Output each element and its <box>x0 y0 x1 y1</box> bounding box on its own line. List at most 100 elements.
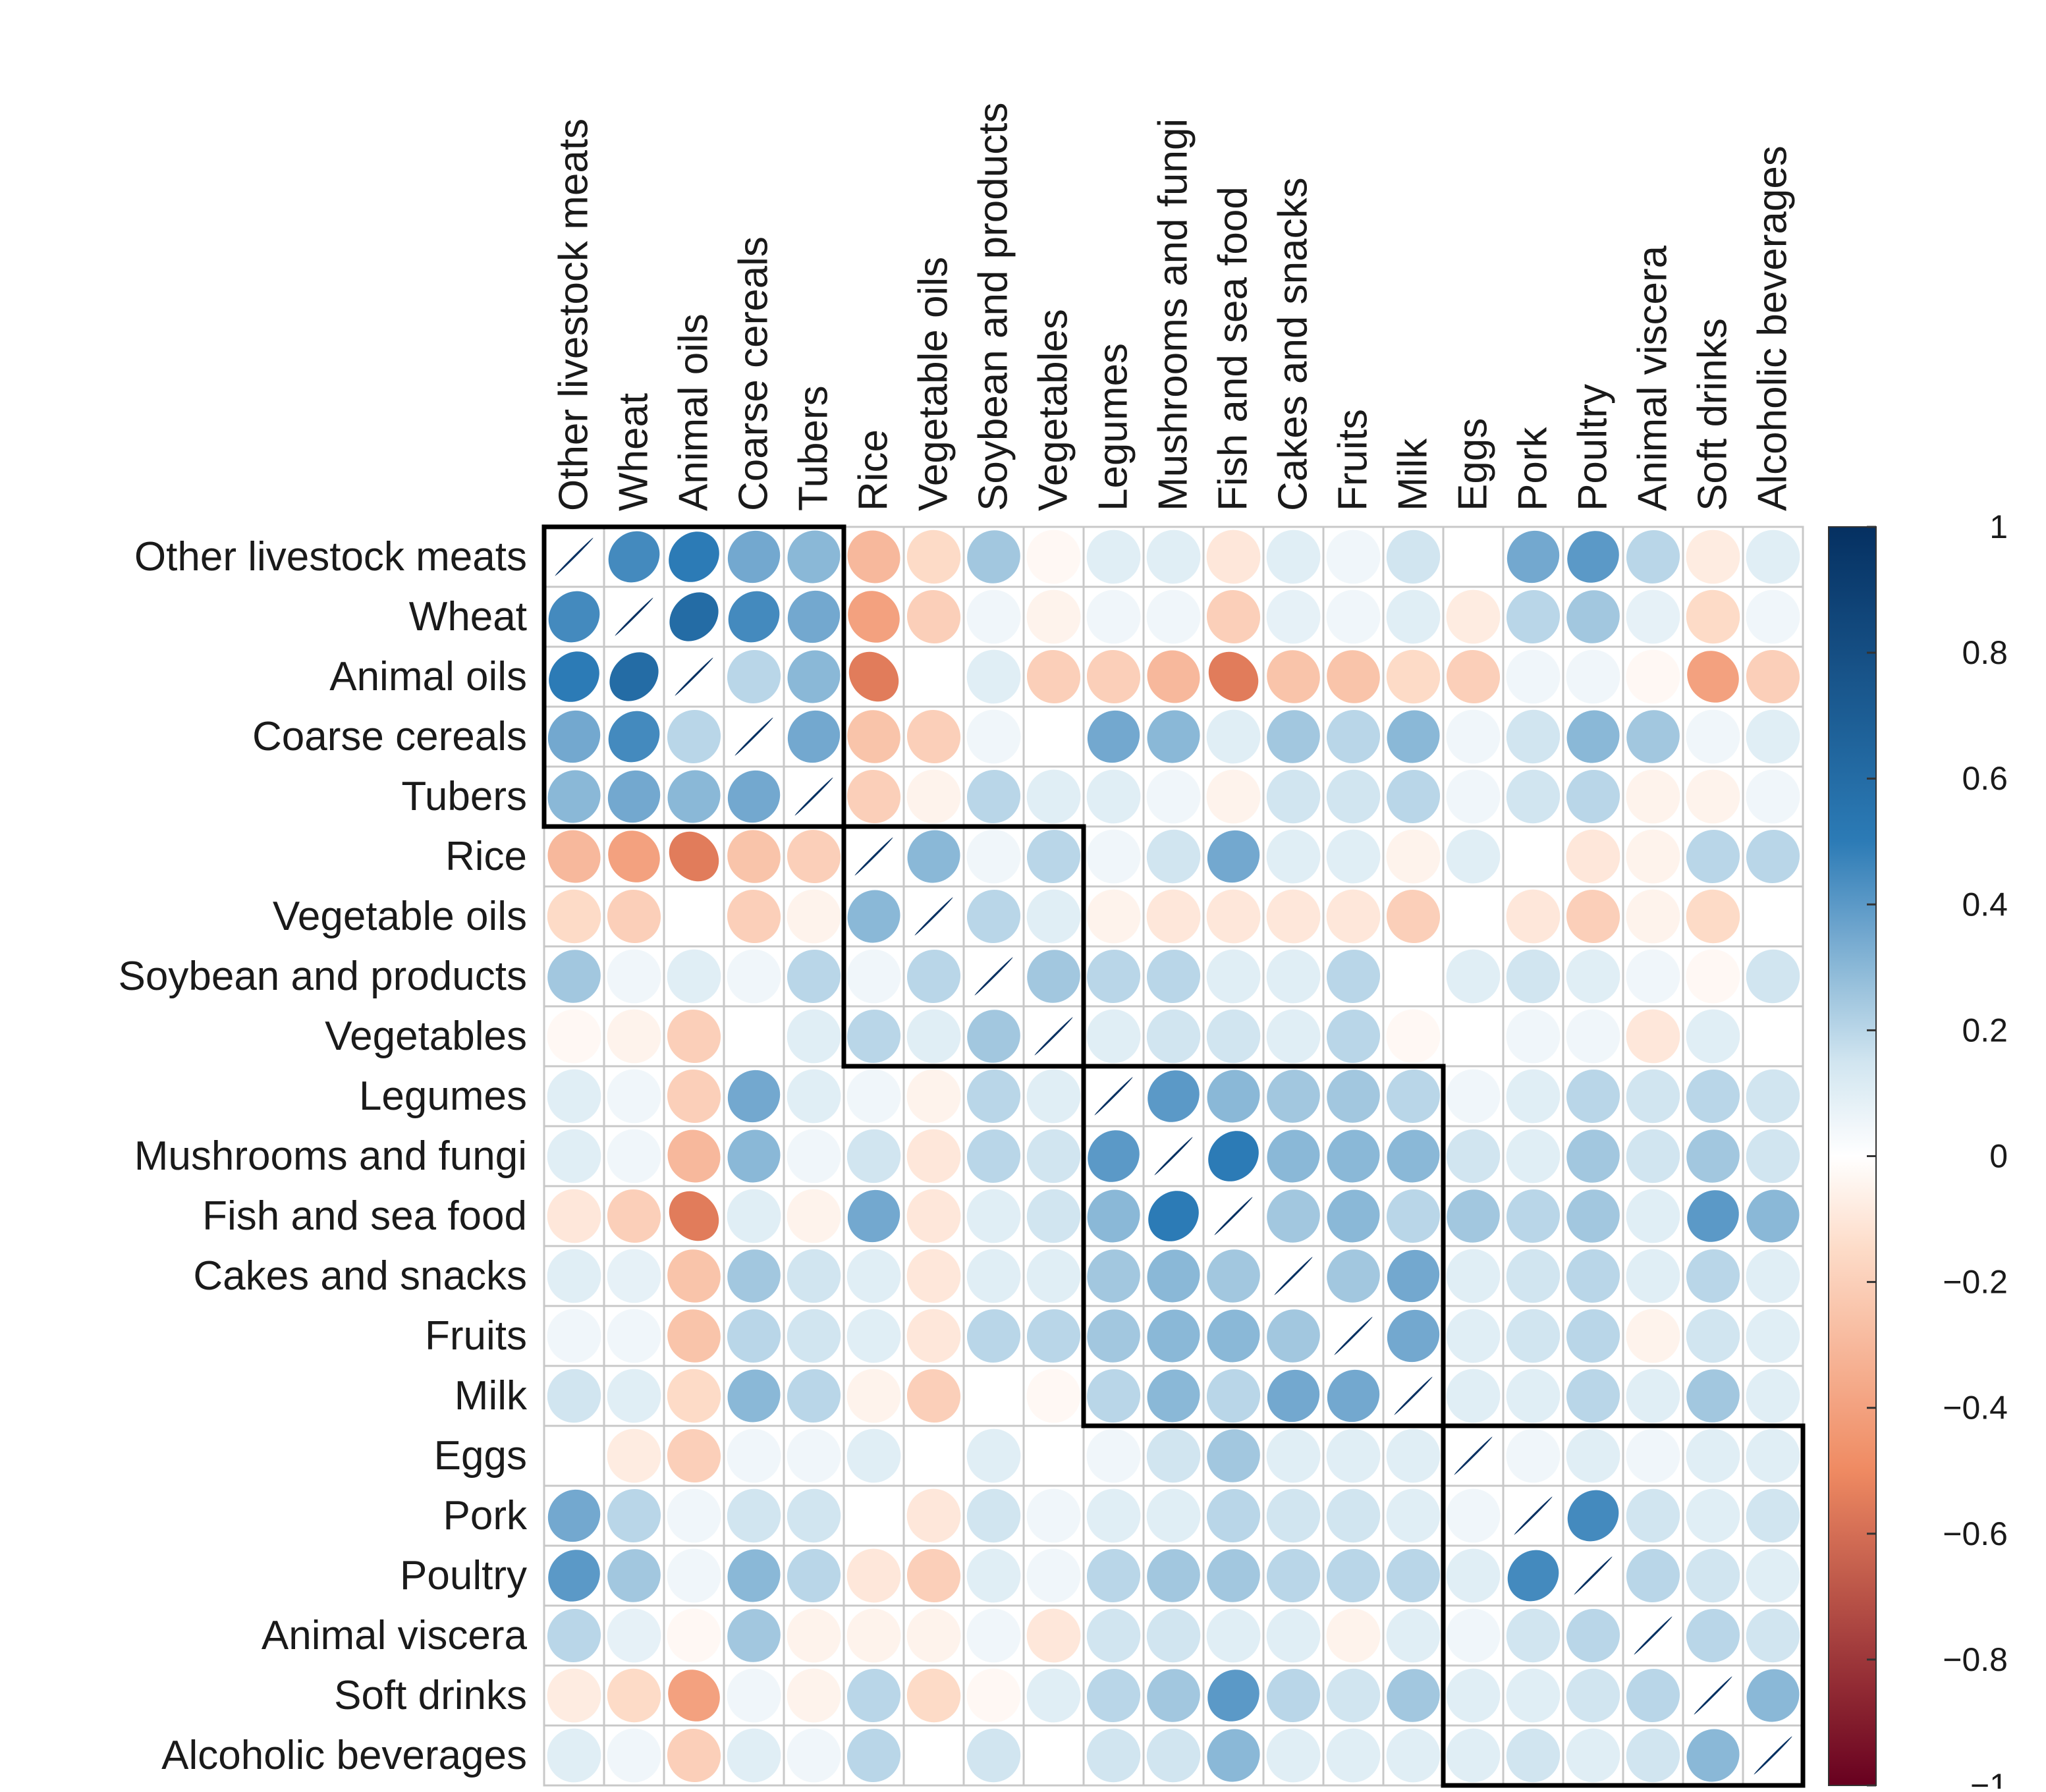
correlation-ellipse <box>1386 1428 1441 1483</box>
correlation-ellipse <box>1386 829 1441 884</box>
correlation-ellipse <box>1146 949 1201 1004</box>
correlation-ellipse <box>1506 1428 1561 1483</box>
correlation-ellipse <box>728 591 780 643</box>
correlation-ellipse <box>1746 889 1800 944</box>
correlation-ellipse <box>1446 1728 1501 1783</box>
correlation-ellipse <box>1206 889 1261 944</box>
correlation-ellipse <box>906 1249 961 1303</box>
correlation-ellipse <box>1266 829 1321 884</box>
correlation-ellipse <box>1506 769 1561 824</box>
column-label: Coarse cereals <box>731 236 777 511</box>
legend-tick-label: 0.4 <box>1962 886 2008 923</box>
correlation-ellipse <box>1146 1488 1201 1543</box>
correlation-ellipse <box>1447 1189 1500 1243</box>
correlation-ellipse <box>787 710 841 763</box>
correlation-ellipse <box>607 1728 661 1783</box>
legend-tick-label: 1 <box>1989 508 2008 545</box>
correlation-ellipse <box>1566 1249 1620 1303</box>
correlation-ellipse <box>1326 1009 1381 1064</box>
correlation-ellipse <box>1267 1070 1320 1123</box>
legend-tick-label: 0.8 <box>1962 634 2008 671</box>
correlation-ellipse <box>1266 889 1321 944</box>
correlation-ellipse <box>907 830 960 883</box>
correlation-ellipse <box>1266 1668 1321 1723</box>
correlation-ellipse <box>727 1728 781 1783</box>
correlation-ellipse <box>906 649 961 704</box>
correlation-ellipse <box>667 1728 721 1783</box>
correlation-ellipse <box>1387 710 1440 763</box>
correlation-ellipse <box>906 1428 961 1483</box>
correlation-ellipse <box>1386 1488 1441 1543</box>
correlation-ellipse <box>607 770 661 823</box>
correlation-ellipse <box>1626 649 1680 704</box>
correlation-ellipse <box>787 1369 841 1423</box>
correlation-ellipse <box>906 1309 961 1363</box>
legend-tick-label: −0.8 <box>1943 1641 2008 1678</box>
correlation-ellipse <box>727 1129 781 1183</box>
correlation-ellipse <box>966 709 1021 764</box>
correlation-ellipse <box>1626 1309 1680 1363</box>
correlation-ellipse <box>727 1070 781 1123</box>
correlation-ellipse <box>1206 1488 1261 1543</box>
correlation-ellipse <box>547 1608 601 1663</box>
row-label: Rice <box>445 834 527 879</box>
correlation-ellipse <box>1086 1668 1141 1723</box>
correlation-ellipse <box>854 837 893 876</box>
row-label: Coarse cereals <box>252 714 527 759</box>
column-label: Cakes and snacks <box>1271 177 1316 511</box>
correlation-ellipse <box>1326 589 1381 644</box>
correlation-ellipse <box>914 897 953 936</box>
row-label: Tubers <box>401 774 527 819</box>
correlation-ellipse <box>846 1129 901 1183</box>
row-label: Poultry <box>400 1553 527 1598</box>
correlation-ellipse <box>787 829 841 884</box>
correlation-ellipse <box>1386 1728 1441 1783</box>
correlation-ellipse <box>1094 1077 1133 1116</box>
row-label: Pork <box>443 1493 528 1538</box>
legend-tick-label: −0.4 <box>1943 1390 2008 1426</box>
correlation-ellipse <box>1267 650 1320 703</box>
correlation-ellipse <box>607 949 661 1004</box>
correlation-ellipse <box>906 1189 961 1243</box>
correlation-ellipse <box>1626 949 1680 1004</box>
correlation-ellipse <box>1574 1556 1613 1595</box>
correlation-ellipse <box>1566 1309 1620 1363</box>
correlation-ellipse <box>1386 769 1441 824</box>
correlation-ellipse <box>1326 889 1381 944</box>
correlation-ellipse <box>734 717 773 756</box>
correlation-ellipse <box>967 530 1020 584</box>
correlation-ellipse <box>1626 1189 1680 1243</box>
correlation-ellipse <box>1086 1608 1141 1663</box>
correlation-ellipse <box>1626 769 1680 824</box>
correlation-ellipse <box>1446 1009 1501 1064</box>
correlation-ellipse <box>1267 1369 1320 1423</box>
correlation-ellipse <box>1026 1488 1081 1543</box>
correlation-ellipse <box>787 1608 841 1663</box>
correlation-ellipse <box>607 1069 661 1124</box>
correlation-ellipse <box>1266 949 1321 1004</box>
correlation-ellipse <box>1326 769 1381 824</box>
correlation-ellipse <box>547 1489 601 1542</box>
correlation-ellipse <box>966 829 1021 884</box>
correlation-ellipse <box>787 530 841 584</box>
correlation-ellipse <box>1446 769 1501 824</box>
column-label: Vegetables <box>1031 309 1076 511</box>
correlation-ellipse <box>667 1428 721 1483</box>
correlation-ellipse <box>1566 590 1620 643</box>
legend-tick-label: 0.2 <box>1962 1012 2008 1048</box>
correlation-ellipse <box>787 1249 841 1303</box>
correlation-ellipse <box>1326 529 1381 584</box>
correlation-ellipse <box>1507 530 1560 584</box>
correlation-ellipse <box>1026 1548 1081 1603</box>
correlation-ellipse <box>1026 1728 1081 1783</box>
correlation-ellipse <box>1446 1369 1501 1423</box>
correlation-ellipse <box>1686 589 1740 644</box>
correlation-ellipse <box>607 1249 661 1303</box>
correlation-ellipse <box>1034 1017 1073 1056</box>
correlation-ellipse <box>607 1009 661 1064</box>
correlation-ellipse <box>846 1369 901 1423</box>
correlation-ellipse <box>1446 1249 1501 1303</box>
row-label: Animal viscera <box>262 1613 528 1658</box>
correlation-ellipse <box>1206 1009 1261 1064</box>
correlation-ellipse <box>906 769 961 824</box>
